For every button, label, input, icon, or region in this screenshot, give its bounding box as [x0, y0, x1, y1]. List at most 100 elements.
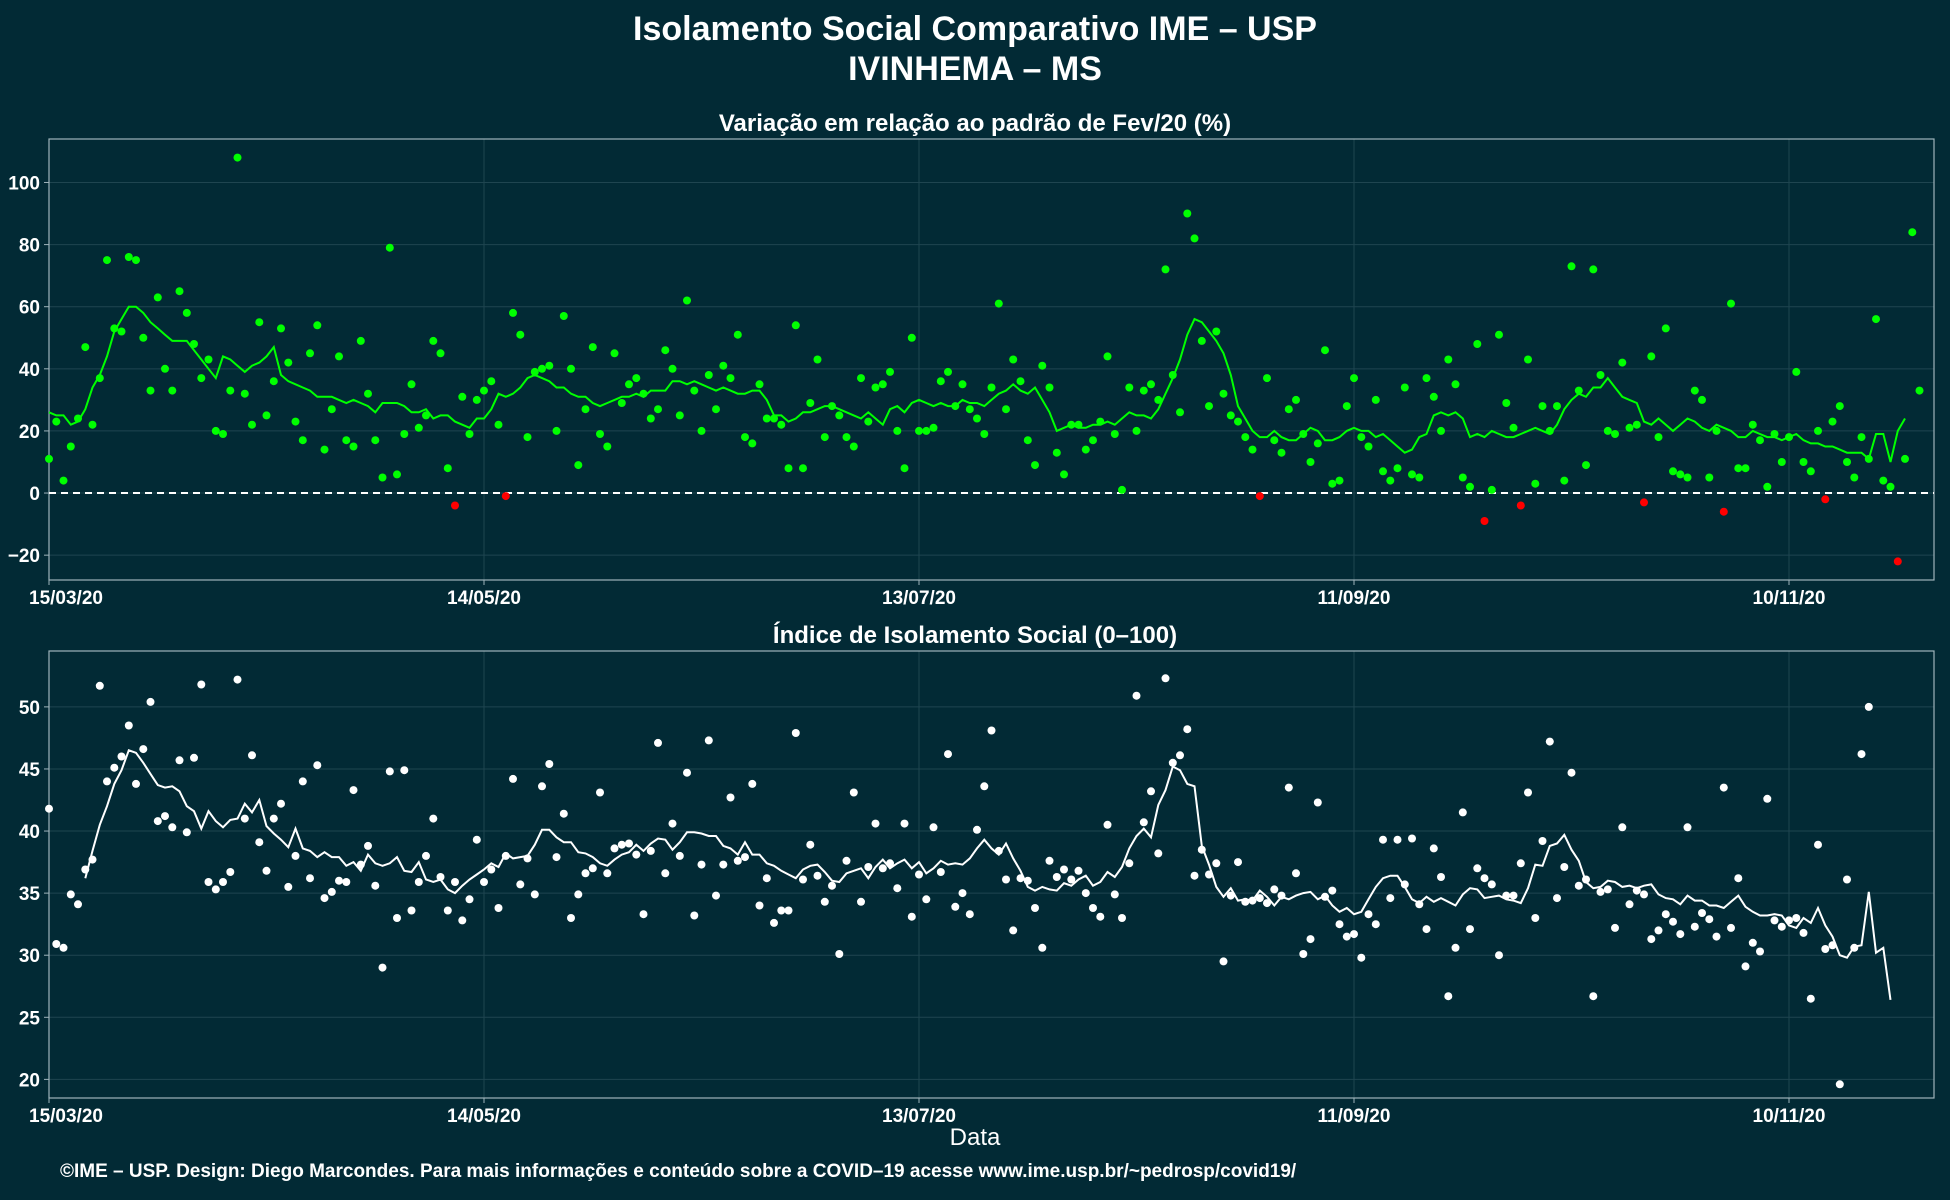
bottom-data-point: [1067, 875, 1076, 884]
top-data-point: [226, 386, 235, 395]
top-data-point: [1038, 361, 1047, 370]
top-data-point: [1342, 402, 1351, 411]
top-data-point: [951, 402, 960, 411]
bottom-data-point: [799, 875, 807, 884]
top-data-point: [1328, 479, 1337, 488]
bottom-y-tick-label: 45: [19, 760, 41, 781]
bottom-data-point: [1183, 725, 1192, 734]
top-data-point: [298, 436, 307, 445]
bottom-moving-average-line: [84, 749, 1892, 1001]
top-data-point: [1103, 352, 1112, 361]
bottom-data-point: [451, 878, 459, 886]
bottom-data-point: [690, 911, 699, 920]
top-data-point: [538, 364, 546, 373]
bottom-data-point: [1828, 941, 1837, 950]
bottom-data-point: [1110, 890, 1119, 899]
bottom-data-point: [1806, 994, 1815, 1003]
top-panel-border: [48, 138, 1935, 581]
top-data-point: [1458, 473, 1467, 482]
bottom-data-point: [1698, 909, 1706, 917]
top-data-point: [161, 364, 169, 373]
top-data-point: [770, 414, 778, 423]
bottom-data-point: [1248, 896, 1257, 905]
top-data-point: [356, 336, 365, 345]
top-data-point: [52, 417, 61, 426]
top-data-point: [915, 426, 923, 435]
bottom-panel-title: Índice de Isolamento Social (0–100): [772, 622, 1178, 649]
bottom-data-point: [871, 819, 880, 828]
top-data-point: [1241, 433, 1250, 442]
top-y-tick-label: 20: [19, 422, 40, 443]
bottom-data-point: [74, 900, 82, 909]
bottom-data-point: [1212, 859, 1221, 868]
top-data-point: [1255, 492, 1264, 501]
bottom-data-point: [1234, 858, 1242, 867]
bottom-data-point: [813, 871, 822, 880]
bottom-data-point: [1270, 885, 1279, 894]
bottom-data-point: [204, 878, 213, 886]
bottom-data-point: [320, 894, 329, 903]
bottom-data-point: [1560, 863, 1569, 871]
bottom-data-point: [1480, 874, 1489, 883]
bottom-data-point: [284, 882, 293, 891]
top-data-point: [95, 374, 104, 383]
top-data-point: [1466, 482, 1474, 491]
top-data-point: [690, 386, 699, 395]
bottom-data-point: [1654, 926, 1663, 935]
bottom-data-point: [487, 865, 496, 874]
bottom-data-point: [1190, 871, 1199, 880]
bottom-data-point: [45, 804, 53, 813]
top-data-point: [654, 405, 662, 414]
top-data-point: [139, 333, 148, 342]
top-data-point: [1023, 436, 1032, 445]
bottom-data-point: [1350, 930, 1358, 939]
bottom-data-point: [1321, 892, 1329, 901]
bottom-data-point: [958, 889, 967, 898]
bottom-data-point: [1458, 808, 1467, 817]
top-data-point: [610, 349, 619, 358]
bottom-data-point: [1125, 859, 1134, 868]
bottom-data-point: [1219, 957, 1228, 966]
bottom-data-point: [1357, 953, 1366, 962]
top-y-tick-label: 0: [29, 484, 40, 505]
top-data-point: [182, 308, 191, 317]
bottom-data-point: [1299, 950, 1308, 958]
top-data-point: [1060, 470, 1068, 479]
bottom-data-point: [915, 870, 923, 879]
bottom-data-point: [936, 868, 945, 876]
bottom-data-point: [1306, 935, 1315, 944]
top-data-point: [1538, 402, 1547, 411]
bottom-data-point: [1103, 820, 1112, 829]
top-data-point: [465, 430, 474, 438]
bottom-data-point: [436, 873, 445, 881]
top-data-point: [719, 361, 728, 370]
top-y-tick-label: 40: [19, 360, 40, 381]
bottom-data-point: [1495, 951, 1503, 960]
bottom-data-point: [849, 788, 858, 797]
top-data-point: [1712, 426, 1721, 435]
top-data-point: [1110, 430, 1119, 438]
top-data-point: [1632, 420, 1641, 429]
bottom-data-point: [1618, 823, 1627, 832]
top-data-point: [197, 374, 206, 383]
top-data-point: [1437, 426, 1445, 435]
top-data-point: [59, 476, 68, 485]
bottom-data-point: [313, 761, 322, 770]
bottom-data-point: [1328, 886, 1337, 895]
top-data-point: [458, 392, 467, 401]
top-data-point: [1183, 209, 1192, 218]
top-data-point: [1734, 464, 1743, 473]
top-data-point: [1081, 445, 1090, 454]
bottom-data-point: [704, 736, 713, 745]
top-data-point: [1284, 405, 1293, 414]
bottom-data-point: [132, 779, 140, 788]
bottom-data-point: [168, 823, 177, 832]
top-data-point: [1763, 482, 1772, 491]
bottom-data-point: [1531, 914, 1540, 922]
bottom-data-point: [893, 884, 902, 893]
top-data-point: [1850, 473, 1859, 482]
top-data-point: [255, 318, 264, 327]
top-data-point: [1429, 392, 1438, 401]
